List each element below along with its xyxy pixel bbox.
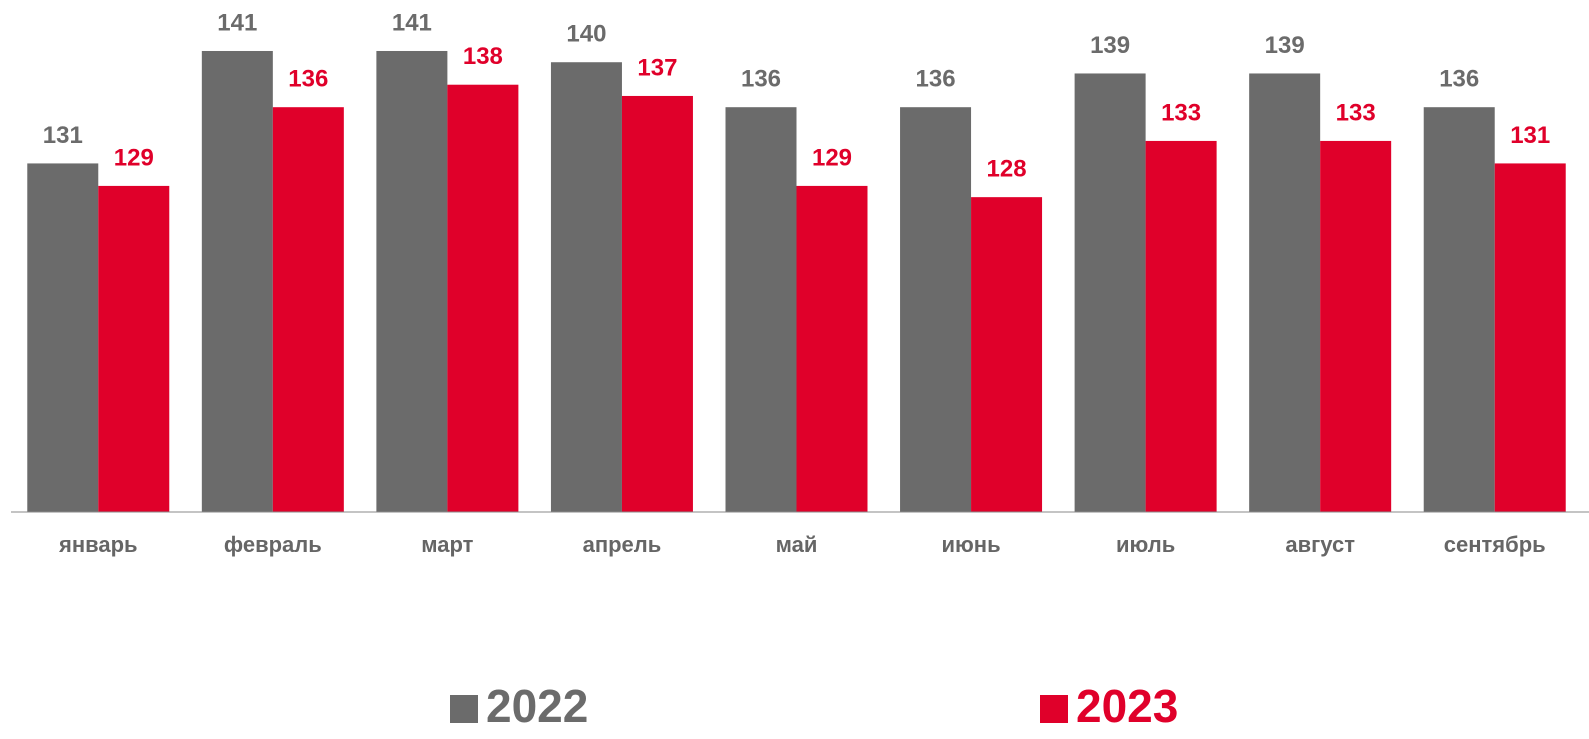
value-label: 129	[812, 144, 852, 171]
x-tick-label: январь	[58, 532, 138, 557]
bar	[1494, 163, 1566, 512]
x-tick-label: февраль	[224, 532, 322, 557]
value-label: 140	[566, 21, 606, 48]
value-label: 131	[43, 122, 83, 149]
value-label: 136	[288, 66, 328, 93]
legend-swatch	[450, 695, 478, 723]
bar	[621, 95, 693, 512]
bar	[447, 84, 519, 512]
value-label: 136	[741, 66, 781, 93]
value-label: 136	[916, 66, 956, 93]
bar	[1249, 73, 1321, 512]
bar	[272, 107, 344, 512]
legend-label: 2023	[1076, 680, 1178, 732]
x-tick-label: июнь	[941, 532, 1000, 557]
legend-label: 2022	[486, 680, 588, 732]
bar	[796, 185, 868, 512]
bar	[201, 50, 273, 512]
bar	[550, 62, 622, 512]
bar	[376, 50, 448, 512]
bar	[971, 197, 1043, 512]
x-tick-label: апрель	[583, 532, 662, 557]
x-tick-label: июль	[1116, 532, 1175, 557]
value-label: 133	[1336, 99, 1376, 126]
bar	[27, 163, 99, 512]
value-label: 139	[1090, 32, 1130, 59]
value-label: 128	[987, 155, 1027, 182]
value-label: 131	[1510, 122, 1550, 149]
value-label: 133	[1161, 99, 1201, 126]
value-label: 136	[1439, 66, 1479, 93]
x-tick-label: март	[421, 532, 473, 557]
bar	[1074, 73, 1146, 512]
value-label: 129	[114, 144, 154, 171]
value-label: 141	[217, 9, 257, 36]
x-tick-label: сентябрь	[1444, 532, 1546, 557]
bar	[725, 107, 797, 512]
bar	[98, 185, 170, 512]
value-label: 141	[392, 9, 432, 36]
value-label: 139	[1265, 32, 1305, 59]
bar	[1423, 107, 1495, 512]
bar	[900, 107, 972, 512]
bar	[1320, 140, 1392, 512]
bar	[1145, 140, 1217, 512]
x-tick-label: август	[1285, 532, 1355, 557]
legend-swatch	[1040, 695, 1068, 723]
x-tick-label: май	[776, 532, 818, 557]
value-label: 138	[463, 43, 503, 70]
value-label: 137	[637, 54, 677, 81]
